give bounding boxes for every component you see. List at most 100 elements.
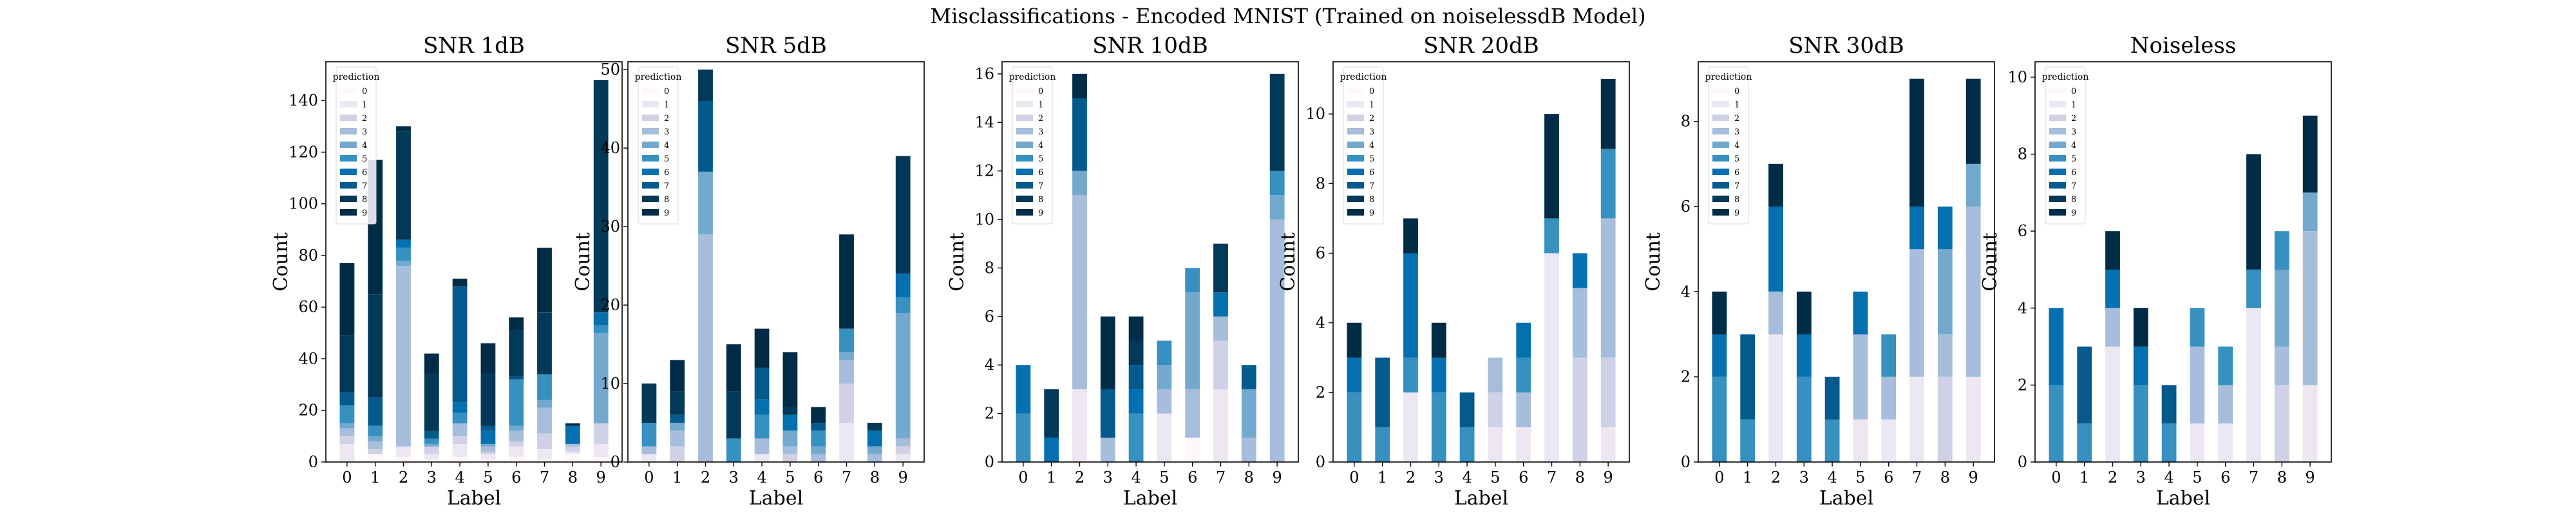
y-axis-label: Count <box>946 232 969 291</box>
bar-segment <box>2077 423 2092 462</box>
y-tick-label: 80 <box>298 246 318 264</box>
x-tick-label: 5 <box>1159 468 1169 486</box>
bar-segment <box>396 126 411 132</box>
bar-segment <box>1403 357 1418 393</box>
x-tick-label: 4 <box>1131 468 1141 486</box>
x-tick-label: 0 <box>1349 468 1359 486</box>
legend-swatch <box>1712 182 1729 189</box>
bar-segment <box>782 446 798 454</box>
legend-label: 9 <box>2071 208 2076 218</box>
legend-label: 1 <box>1734 100 1739 110</box>
bar-segment <box>1403 253 1418 358</box>
bar-segment <box>1431 322 1446 358</box>
bar-segment <box>811 407 826 423</box>
y-tick-label: 20 <box>600 296 620 314</box>
bar-segment <box>811 446 826 454</box>
bar-segment <box>1128 340 1144 365</box>
legend-label: 5 <box>1038 154 1043 164</box>
bar-segment <box>839 384 854 423</box>
bar-segment <box>339 436 355 444</box>
x-tick-label: 3 <box>1103 468 1113 486</box>
bar-group <box>641 69 911 462</box>
bar-segment <box>1544 253 1559 462</box>
bar-segment <box>839 234 854 329</box>
panel-title: SNR 30dB <box>1788 33 1904 59</box>
legend-swatch <box>1712 209 1729 216</box>
bar-segment <box>1881 334 1897 377</box>
legend-label: 4 <box>1369 141 1374 151</box>
x-tick-label: 6 <box>511 468 521 486</box>
legend-swatch <box>340 196 357 202</box>
bar-segment <box>1768 207 1783 292</box>
legend-swatch <box>2049 155 2066 162</box>
bar-segment <box>480 343 496 375</box>
legend-label: 1 <box>664 100 669 110</box>
bar-segment <box>1241 365 1256 389</box>
legend-swatch <box>2049 88 2066 94</box>
bar-segment <box>1853 291 1868 335</box>
bar-segment <box>1185 438 1200 462</box>
legend-title: prediction <box>1009 72 1056 82</box>
bar-segment <box>1740 334 1756 420</box>
plot-frame <box>1698 61 1995 463</box>
bar-segment <box>1241 389 1256 438</box>
legend-label: 6 <box>2071 168 2076 178</box>
bar-segment <box>754 367 770 400</box>
figure-title: Misclassifications - Encoded MNIST (Trai… <box>930 4 1645 28</box>
legend-swatch <box>2049 115 2066 121</box>
bar-segment <box>2077 346 2092 424</box>
y-tick-label: 100 <box>289 195 318 213</box>
legend-swatch <box>1712 155 1729 162</box>
legend-swatch <box>1347 128 1364 134</box>
bar-segment <box>537 247 552 313</box>
bar-segment <box>1431 357 1446 393</box>
bar-segment <box>368 397 383 426</box>
legend-label: 0 <box>664 87 669 97</box>
x-tick-label: 7 <box>1912 468 1922 486</box>
bar-segment <box>1185 292 1200 389</box>
bar-segment <box>1937 249 1953 335</box>
y-tick-label: 6 <box>985 308 994 326</box>
bar-segment <box>2190 346 2205 424</box>
legend-swatch <box>2049 128 2066 134</box>
bar-segment <box>1712 334 1727 377</box>
bar-segment <box>670 423 685 431</box>
bar-segment <box>641 446 657 454</box>
legend-label: 9 <box>1369 208 1374 218</box>
y-tick-label: 2 <box>1681 368 1690 386</box>
legend-title: prediction <box>635 72 682 82</box>
bar-segment <box>1937 207 1953 250</box>
x-tick-label: 8 <box>870 468 880 486</box>
bar-segment <box>2246 154 2261 270</box>
legend-swatch <box>1016 155 1033 162</box>
bar-segment <box>1572 288 1587 358</box>
x-tick-label: 2 <box>1406 468 1416 486</box>
bar-segment <box>509 379 524 426</box>
bar-segment <box>867 446 882 454</box>
y-tick-label: 0 <box>1681 453 1690 471</box>
bar-segment <box>2049 385 2064 462</box>
legend: prediction 0 1 2 3 4 5 6 7 8 9 <box>333 66 379 225</box>
bar-segment <box>368 436 383 441</box>
legend: prediction 0 1 2 3 4 5 6 7 8 9 <box>1340 66 1387 225</box>
bar-segment <box>1100 438 1115 462</box>
bar-segment <box>480 425 496 431</box>
x-axis-label: Label <box>447 487 501 510</box>
bar-segment <box>480 446 496 452</box>
bar-segment <box>509 430 524 441</box>
legend-label: 0 <box>1369 87 1374 97</box>
bar-segment <box>1516 427 1531 462</box>
legend-label: 2 <box>1369 114 1374 124</box>
legend-label: 7 <box>1369 181 1374 191</box>
x-axis-label: Label <box>1123 487 1177 510</box>
bar-segment <box>1269 195 1285 219</box>
bar-segment <box>2105 346 2120 462</box>
legend-label: 4 <box>1734 141 1739 151</box>
bar-segment <box>811 423 826 431</box>
bar-segment <box>1403 392 1418 462</box>
y-tick-label: 20 <box>298 402 318 420</box>
bar-segment <box>1213 316 1228 341</box>
y-tick-label: 2 <box>2018 376 2027 394</box>
bar-segment <box>2302 385 2318 462</box>
bar-segment <box>754 399 770 415</box>
